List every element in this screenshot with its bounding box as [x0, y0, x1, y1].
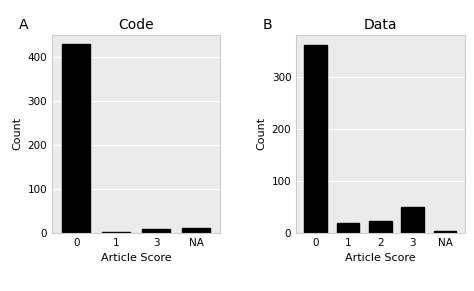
X-axis label: Article Score: Article Score	[101, 253, 172, 263]
Title: Code: Code	[118, 18, 154, 32]
Text: B: B	[263, 18, 273, 32]
Bar	[434, 231, 456, 233]
Bar	[369, 221, 392, 233]
Title: Data: Data	[364, 18, 397, 32]
Text: A: A	[19, 18, 28, 32]
Bar	[337, 223, 359, 233]
Bar	[62, 44, 90, 233]
Bar	[182, 228, 210, 233]
Bar	[304, 45, 327, 233]
Y-axis label: Count: Count	[256, 117, 266, 150]
Y-axis label: Count: Count	[12, 117, 22, 150]
X-axis label: Article Score: Article Score	[345, 253, 416, 263]
Bar	[142, 229, 170, 233]
Bar	[401, 207, 424, 233]
Bar	[102, 232, 130, 233]
